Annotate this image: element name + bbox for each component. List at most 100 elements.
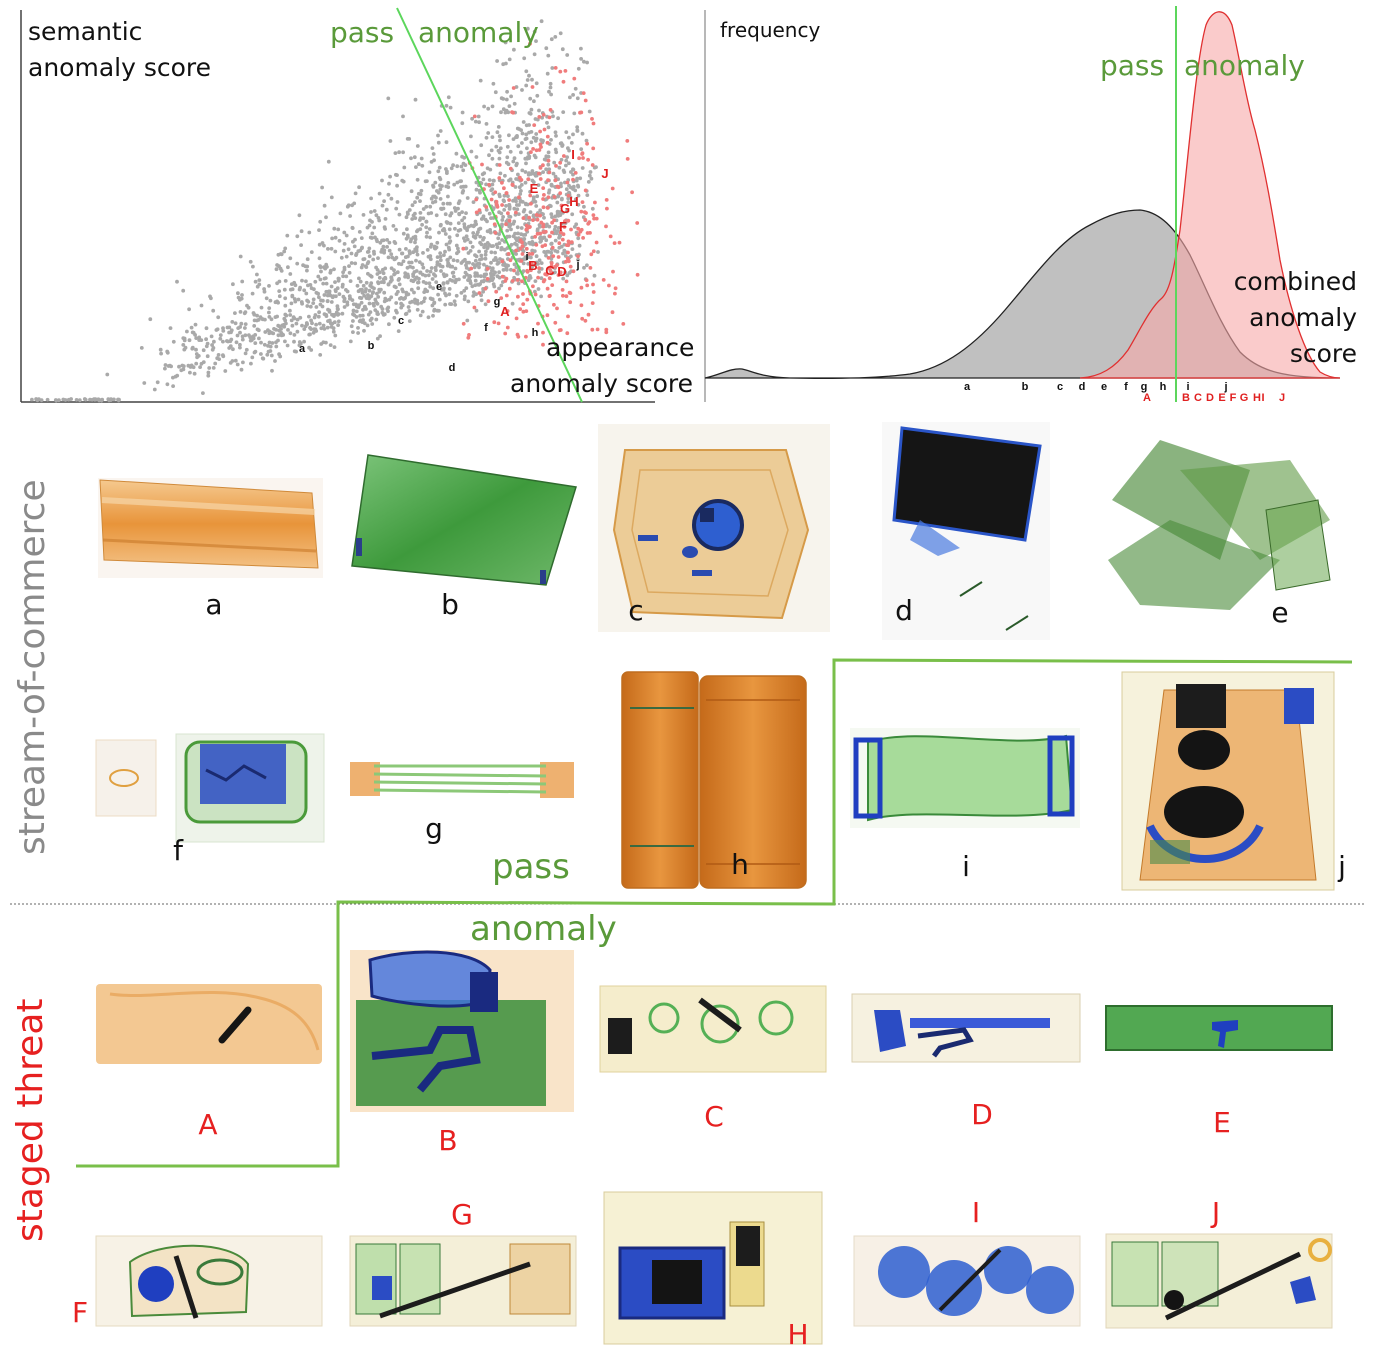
commerce-point — [377, 275, 382, 280]
commerce-point — [436, 133, 440, 138]
commerce-point — [447, 287, 452, 291]
commerce-point — [413, 247, 418, 252]
commerce-point — [559, 221, 564, 226]
density-commerce-tick-f: f — [1124, 381, 1128, 393]
commerce-point — [529, 130, 534, 134]
threat-point — [567, 290, 572, 295]
commerce-point — [469, 149, 474, 154]
xray-A — [96, 984, 322, 1064]
commerce-point — [253, 279, 258, 284]
commerce-point — [455, 259, 460, 263]
threat-point — [548, 234, 552, 239]
commerce-point — [382, 290, 387, 295]
commerce-point — [187, 338, 192, 343]
commerce-point — [498, 138, 502, 143]
commerce-point — [322, 327, 327, 331]
threat-point — [612, 241, 617, 246]
commerce-point — [375, 268, 380, 272]
commerce-point — [544, 167, 548, 172]
threat-point — [514, 248, 519, 253]
density-score-label-line1: combined — [1234, 267, 1357, 296]
commerce-point — [548, 85, 553, 90]
threat-point — [579, 209, 584, 214]
threat-point — [524, 246, 529, 251]
commerce-point — [505, 155, 510, 160]
commerce-point — [462, 297, 467, 302]
xray-e — [1108, 440, 1331, 610]
commerce-point — [573, 197, 578, 202]
commerce-point — [462, 288, 467, 293]
scatter-threshold-line — [396, 7, 583, 403]
commerce-point — [550, 66, 555, 70]
threat-point — [472, 114, 477, 119]
threat-point — [594, 216, 599, 221]
commerce-point — [462, 236, 466, 241]
commerce-point — [551, 114, 555, 119]
commerce-point — [375, 310, 380, 315]
commerce-point — [272, 327, 276, 331]
commerce-point — [501, 62, 506, 67]
commerce-point — [332, 345, 337, 349]
threat-point — [583, 188, 588, 193]
threat-point — [588, 266, 593, 270]
threat-point — [573, 171, 578, 175]
threat-point — [552, 195, 557, 199]
commerce-point — [204, 326, 209, 331]
commerce-point — [387, 248, 392, 253]
commerce-point — [317, 256, 322, 261]
commerce-point — [255, 272, 259, 277]
commerce-point — [393, 241, 398, 246]
threat-point — [586, 312, 591, 317]
commerce-point — [223, 369, 228, 373]
commerce-point — [225, 339, 229, 343]
label-c: c — [628, 594, 643, 627]
commerce-point — [566, 200, 571, 205]
commerce-point — [227, 325, 232, 330]
commerce-point — [464, 234, 469, 239]
threat-point — [533, 292, 538, 297]
commerce-point — [454, 151, 459, 156]
commerce-point — [434, 280, 439, 284]
commerce-point — [442, 286, 446, 291]
commerce-point — [358, 295, 362, 300]
commerce-point — [512, 101, 517, 106]
commerce-point — [395, 173, 399, 178]
commerce-point — [358, 279, 363, 284]
commerce-point — [531, 180, 536, 185]
commerce-point — [333, 280, 337, 284]
threat-point — [592, 216, 596, 221]
commerce-point — [286, 328, 290, 332]
commerce-point — [545, 71, 550, 76]
commerce-point — [518, 199, 523, 203]
threat-point — [582, 210, 587, 215]
commerce-point — [221, 339, 225, 344]
label-e: e — [1271, 596, 1288, 629]
commerce-point — [458, 228, 463, 232]
commerce-point — [347, 264, 351, 268]
commerce-point — [255, 284, 260, 289]
threat-point — [493, 230, 498, 235]
commerce-point — [565, 155, 569, 160]
commerce-point — [216, 353, 221, 357]
commerce-point — [438, 223, 443, 228]
commerce-point — [186, 363, 191, 368]
commerce-point — [211, 308, 216, 313]
commerce-point — [394, 308, 398, 313]
threat-point — [566, 193, 571, 198]
threat-point — [533, 234, 537, 239]
commerce-point — [500, 238, 504, 242]
density-commerce-tick-e: e — [1101, 381, 1107, 393]
threat-point — [538, 231, 543, 236]
threat-point — [461, 321, 466, 326]
commerce-point — [410, 299, 414, 304]
threat-point — [494, 199, 499, 204]
commerce-point — [304, 279, 308, 284]
commerce-point — [514, 238, 519, 243]
density-threat-tick-C: C — [1194, 392, 1202, 404]
commerce-point — [472, 235, 477, 239]
commerce-point — [464, 286, 469, 290]
commerce-point — [439, 206, 443, 211]
commerce-point — [243, 326, 247, 330]
commerce-point — [571, 93, 575, 97]
xray-a — [98, 478, 323, 578]
